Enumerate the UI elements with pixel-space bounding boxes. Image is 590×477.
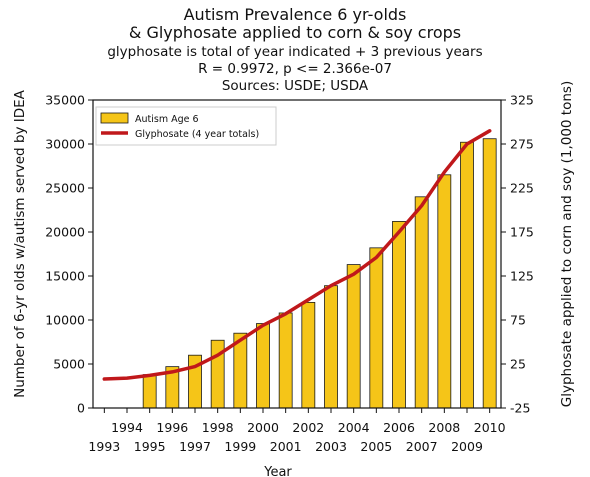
bar-autism-2003 — [324, 285, 338, 409]
x-tick-label: 1997 — [179, 439, 211, 454]
y-axis-right-label: Glyphosate applied to corn and soy (1,00… — [559, 81, 575, 407]
bar-autism-1995 — [142, 374, 157, 409]
y-left-tick-label: 30000 — [45, 137, 85, 152]
x-tick-label: 1999 — [224, 439, 256, 454]
line-glyphosate — [102, 129, 492, 381]
x-tick-label: 2007 — [406, 439, 438, 454]
bar-autism-2000 — [256, 323, 270, 409]
y-right-tick-label: 325 — [510, 93, 534, 108]
y-right-tick-label: 275 — [510, 137, 534, 152]
x-tick-label: 2006 — [383, 420, 415, 435]
x-tick-label: 2005 — [360, 439, 392, 454]
y-axis-right: -25 25 75 125 175 225 275 325 — [501, 93, 534, 416]
bar-autism-2009 — [460, 141, 474, 409]
legend: Autism Age 6 Glyphosate (4 year totals) — [95, 106, 277, 146]
y-left-tick-label: 25000 — [45, 181, 85, 196]
x-tick-label: 2001 — [270, 439, 302, 454]
y-left-tick-label: 10000 — [45, 313, 85, 328]
bar-autism-2005 — [369, 247, 384, 409]
y-right-tick-label: 175 — [510, 225, 534, 240]
y-left-tick-label: 15000 — [45, 269, 85, 284]
bar-autism-2004 — [346, 264, 361, 409]
plot-frame — [92, 99, 502, 409]
chart-title-line-1: Autism Prevalence 6 yr-olds — [184, 5, 407, 24]
chart-subtitle-line-2: R = 0.9972, p <= 2.366e-07 — [198, 61, 392, 77]
bar-autism-2008 — [437, 174, 452, 409]
y-left-tick-label: 0 — [77, 401, 85, 416]
y-axis-left-label: Number of 6-yr olds w/autism served by I… — [12, 89, 28, 398]
x-tick-label: 2010 — [474, 420, 506, 435]
line-series-group — [102, 129, 492, 381]
y-left-tick-label: 35000 — [45, 93, 85, 108]
x-tick-label: 2004 — [338, 420, 370, 435]
y-right-tick-label: 25 — [510, 357, 526, 372]
x-tick-label: 2000 — [247, 420, 279, 435]
y-right-tick-label: 75 — [510, 313, 526, 328]
y-right-tick-label: -25 — [510, 401, 530, 416]
x-tick-label: 1993 — [88, 439, 120, 454]
legend-label-autism: Autism Age 6 — [135, 114, 199, 125]
x-axis: 1994 1996 1998 2000 2002 2004 2006 2008 2010 1993… — [88, 408, 506, 454]
chart-title-line-2: & Glyphosate applied to corn & soy crops — [129, 23, 461, 42]
bar-autism-2002 — [301, 301, 316, 409]
x-tick-label: 2002 — [292, 420, 324, 435]
x-tick-label: 1996 — [156, 420, 188, 435]
y-left-tick-label: 20000 — [45, 225, 85, 240]
x-tick-label: 1998 — [202, 420, 234, 435]
y-right-tick-label: 225 — [510, 181, 534, 196]
chart-subtitle-line-1: glyphosate is total of year indicated + … — [107, 44, 482, 60]
legend-label-glyphosate: Glyphosate (4 year totals) — [135, 129, 259, 140]
x-tick-label: 2008 — [428, 420, 460, 435]
chart-subtitle-line-3: Sources: USDE; USDA — [222, 78, 369, 94]
x-axis-label: Year — [263, 465, 292, 477]
x-tick-label: 2003 — [315, 439, 347, 454]
bar-autism-2001 — [278, 312, 293, 409]
x-tick-label: 2009 — [451, 439, 483, 454]
y-left-tick-label: 5000 — [53, 357, 85, 372]
legend-swatch-autism — [100, 112, 129, 124]
bar-autism-2006 — [392, 221, 406, 409]
x-tick-label: 1995 — [134, 439, 166, 454]
bar-autism-2010 — [482, 138, 497, 409]
bar-autism-2007 — [414, 196, 429, 409]
y-axis-left: 0 5000 10000 15000 20000 25000 30000 35000 — [45, 93, 93, 416]
x-tick-label: 1994 — [111, 420, 143, 435]
y-right-tick-label: 125 — [510, 269, 534, 284]
